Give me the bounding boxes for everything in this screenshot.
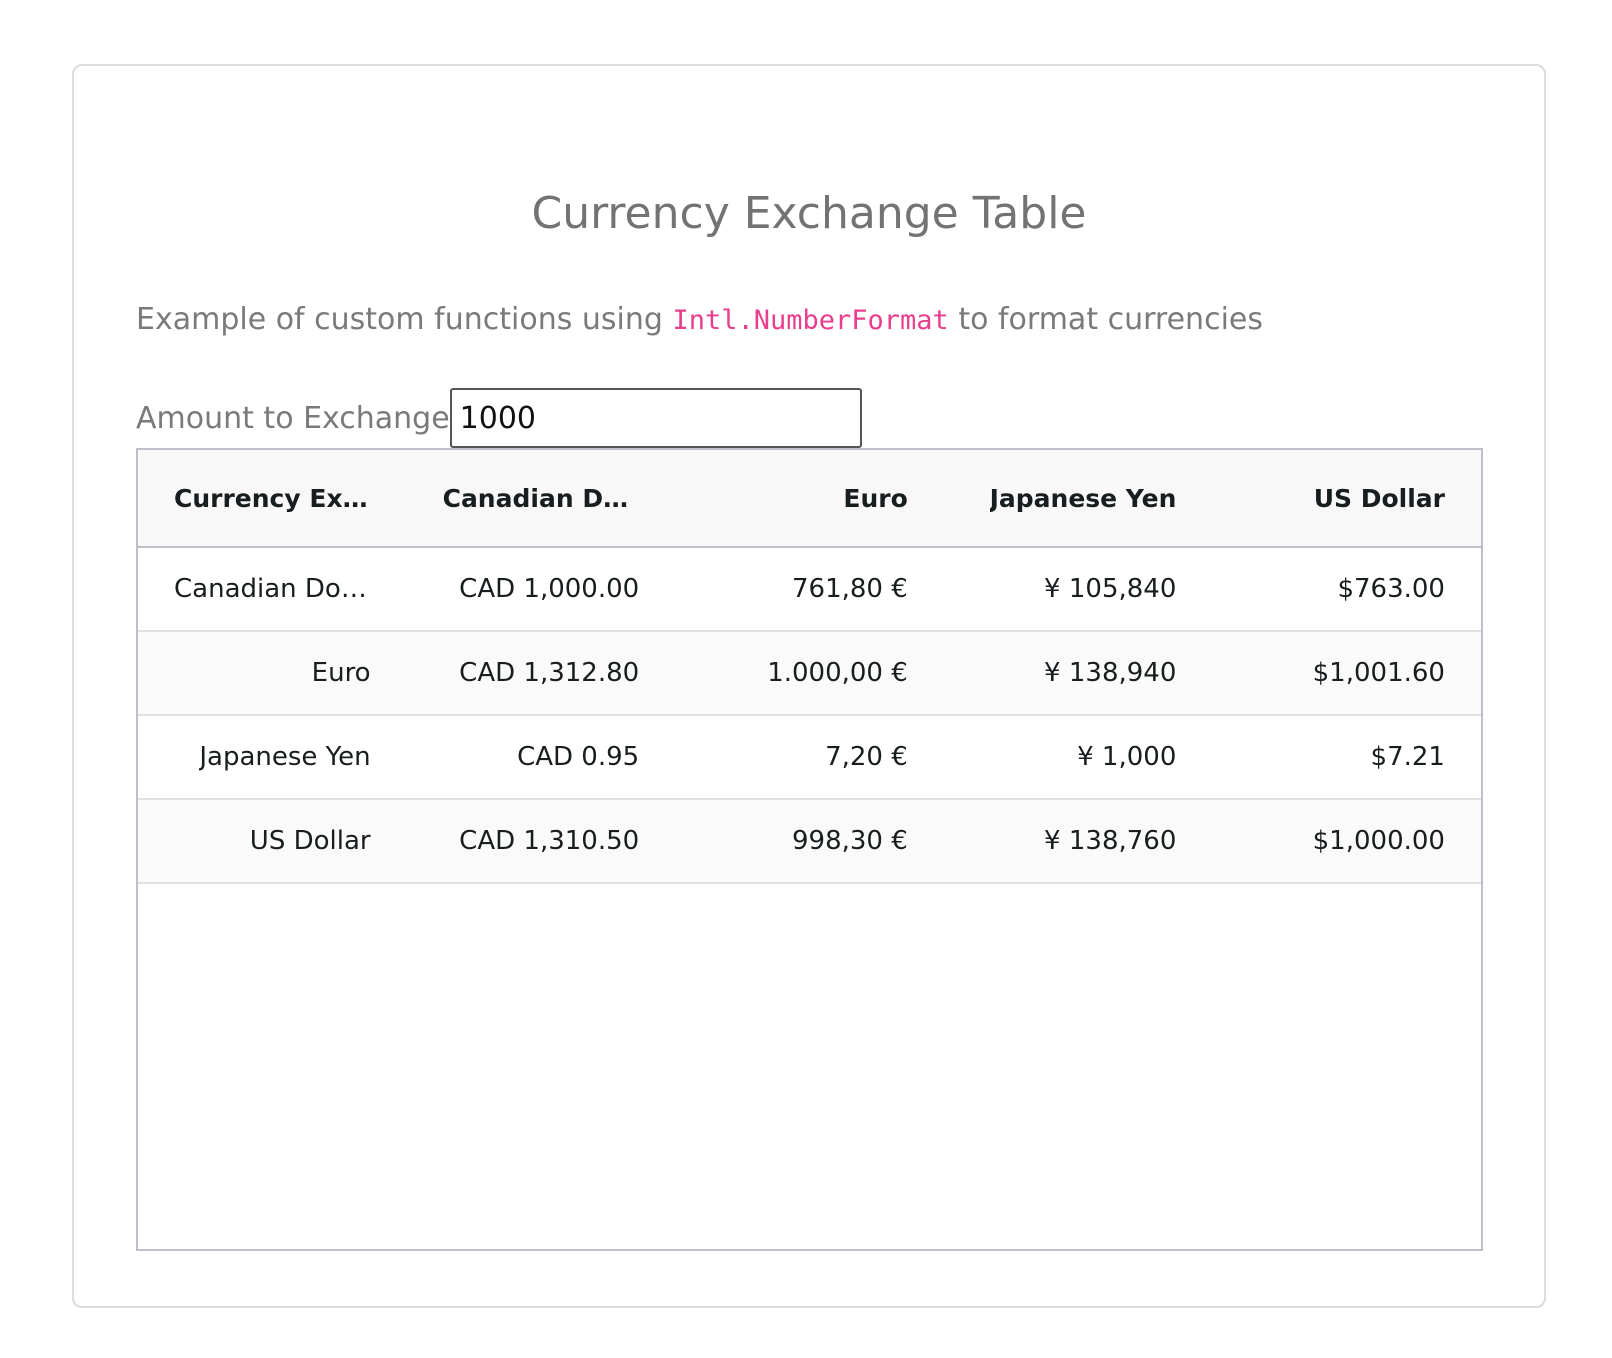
cell-text: 998,30 € <box>792 826 908 856</box>
cad-cell[interactable]: CAD 1,310.50 <box>407 800 676 882</box>
cell-text: ¥ 138,760 <box>1044 826 1177 856</box>
page-description: Example of custom functions using Intl.N… <box>136 302 1263 337</box>
jpy-cell[interactable]: ¥ 138,940 <box>944 632 1213 714</box>
eur-cell[interactable]: 761,80 € <box>675 548 944 630</box>
eur-cell[interactable]: 998,30 € <box>675 800 944 882</box>
jpy-cell[interactable]: ¥ 105,840 <box>944 548 1213 630</box>
jpy-cell[interactable]: ¥ 138,760 <box>944 800 1213 882</box>
cell-text: $7.21 <box>1370 742 1445 772</box>
header-label: Euro <box>843 483 908 513</box>
cell-text: $1,001.60 <box>1312 658 1445 688</box>
cell-text: $1,000.00 <box>1312 826 1445 856</box>
row-currency-cell[interactable]: Euro <box>138 632 407 714</box>
cad-cell[interactable]: CAD 1,000.00 <box>407 548 676 630</box>
usd-cell[interactable]: $763.00 <box>1212 548 1481 630</box>
cell-text: CAD 0.95 <box>517 742 640 772</box>
eur-cell[interactable]: 7,20 € <box>675 716 944 798</box>
eur-cell[interactable]: 1.000,00 € <box>675 632 944 714</box>
row-currency-cell[interactable]: Canadian Dol… <box>138 548 407 630</box>
amount-row: Amount to Exchange <box>136 388 862 448</box>
cell-text: CAD 1,310.50 <box>459 826 640 856</box>
header-label: Canadian Dol… <box>442 483 640 513</box>
header-cell-euro[interactable]: Euro <box>675 450 944 546</box>
cell-text: 761,80 € <box>792 574 908 604</box>
cell-text: ¥ 105,840 <box>1044 574 1177 604</box>
table-row[interactable]: Euro CAD 1,312.80 1.000,00 € ¥ 138,940 $… <box>138 632 1481 716</box>
jpy-cell[interactable]: ¥ 1,000 <box>944 716 1213 798</box>
currency-grid: Currency Exc… Canadian Dol… Euro Japanes… <box>136 448 1483 1251</box>
cell-text: 7,20 € <box>825 742 908 772</box>
header-cell-us-dollar[interactable]: US Dollar <box>1212 450 1481 546</box>
table-row[interactable]: Japanese Yen CAD 0.95 7,20 € ¥ 1,000 $7.… <box>138 716 1481 800</box>
example-card: Currency Exchange Table Example of custo… <box>72 64 1546 1308</box>
description-text-end: to format currencies <box>948 302 1263 337</box>
header-label: Currency Exc… <box>174 483 371 513</box>
table-row[interactable]: US Dollar CAD 1,310.50 998,30 € ¥ 138,76… <box>138 800 1481 884</box>
cell-text: $763.00 <box>1337 574 1445 604</box>
cell-text: CAD 1,312.80 <box>459 658 640 688</box>
cell-text: ¥ 138,940 <box>1044 658 1177 688</box>
cell-text: Japanese Yen <box>199 742 371 772</box>
row-currency-cell[interactable]: Japanese Yen <box>138 716 407 798</box>
cell-text: US Dollar <box>249 826 371 856</box>
usd-cell[interactable]: $1,000.00 <box>1212 800 1481 882</box>
cell-text: CAD 1,000.00 <box>459 574 640 604</box>
cell-text: Euro <box>311 658 371 688</box>
cell-text: ¥ 1,000 <box>1077 742 1177 772</box>
row-currency-cell[interactable]: US Dollar <box>138 800 407 882</box>
header-cell-japanese-yen[interactable]: Japanese Yen <box>944 450 1213 546</box>
amount-input[interactable] <box>449 388 862 448</box>
page-title: Currency Exchange Table <box>531 188 1087 239</box>
amount-label: Amount to Exchange <box>136 400 450 436</box>
header-row: Currency Exc… Canadian Dol… Euro Japanes… <box>138 450 1481 548</box>
cell-text: 1.000,00 € <box>767 658 908 688</box>
header-label: Japanese Yen <box>989 483 1177 513</box>
header-cell-currency-exchange[interactable]: Currency Exc… <box>138 450 407 546</box>
usd-cell[interactable]: $7.21 <box>1212 716 1481 798</box>
header-cell-canadian-dollar[interactable]: Canadian Dol… <box>407 450 676 546</box>
table-row[interactable]: Canadian Dol… CAD 1,000.00 761,80 € ¥ 10… <box>138 548 1481 632</box>
header-label: US Dollar <box>1313 483 1445 513</box>
description-text-start: Example of custom functions using <box>136 302 673 337</box>
cad-cell[interactable]: CAD 0.95 <box>407 716 676 798</box>
usd-cell[interactable]: $1,001.60 <box>1212 632 1481 714</box>
code-snippet: Intl.NumberFormat <box>672 305 949 336</box>
cad-cell[interactable]: CAD 1,312.80 <box>407 632 676 714</box>
cell-text: Canadian Dol… <box>174 574 371 604</box>
